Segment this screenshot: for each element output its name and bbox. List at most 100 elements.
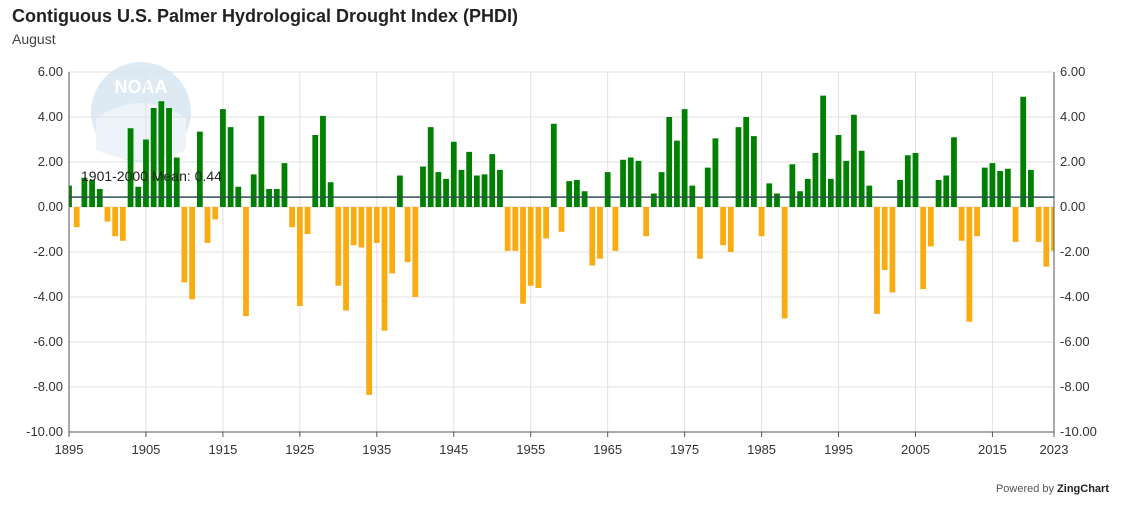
bar [450,141,457,207]
noaa-logo-watermark: NOAA [91,62,191,162]
bar [112,207,119,237]
bar [158,101,165,207]
y-tick-label-left: -6.00 [33,334,63,349]
bar [404,207,411,263]
bar [381,207,388,331]
bar [958,207,965,241]
bar [827,178,834,207]
y-tick-label-left: -4.00 [33,289,63,304]
bar [604,172,611,207]
y-tick-label-left: -10.00 [26,424,63,439]
chart-credit[interactable]: Powered by ZingChart [996,483,1109,495]
bar [150,108,157,207]
y-tick-label-right: -6.00 [1060,334,1090,349]
bar [874,207,880,314]
bar [258,115,265,207]
bar [789,164,796,207]
x-tick-label: 2005 [901,442,930,457]
noaa-logo-text: NOAA [115,77,168,97]
bar [320,115,326,207]
bar [889,207,896,293]
bar [366,207,373,395]
bar [196,131,203,207]
bar [281,163,288,207]
bar [81,177,88,207]
bar [250,174,257,207]
bar [343,207,349,311]
bar [473,175,480,207]
bar [627,157,634,207]
x-tick-label: 1975 [670,442,699,457]
x-tick-label: 2023 [1040,442,1069,457]
bar [458,169,465,207]
bar [189,207,196,300]
zingchart-brand-link[interactable]: ZingChart [1057,483,1109,495]
bar [504,207,511,251]
bar [743,117,750,207]
axes: -10.00 -10.00 -8.00 -8.00 -6.00 -6.00 -4.00 -4.… [26,64,1097,457]
bar [897,180,903,207]
y-tick-label-left: 6.00 [38,64,63,79]
x-tick-label: 1925 [285,442,314,457]
bar [358,207,365,248]
bar [712,138,719,207]
bar [1020,96,1027,207]
bar [89,180,95,207]
bar [435,172,442,207]
bar [181,207,188,283]
bar [735,127,742,207]
bar [543,207,549,239]
bar [866,185,873,207]
bar [758,207,765,237]
bar [720,207,726,246]
x-tick-label: 1985 [747,442,776,457]
bar [520,207,526,304]
bar [296,207,303,306]
bar [851,114,857,207]
bar [951,137,957,207]
bar [804,178,811,207]
x-tick-label: 1945 [439,442,468,457]
y-tick-label-right: 0.00 [1060,199,1085,214]
x-tick-label: 1995 [824,442,853,457]
grid-lines [68,71,1055,433]
y-tick-label-left: 0.00 [38,199,63,214]
y-tick-label-right: -8.00 [1060,379,1090,394]
bar [412,207,419,297]
bar [550,123,557,207]
bar [397,175,403,207]
bar [389,207,396,274]
chart-subtitle: August [12,31,56,47]
bar [689,185,696,207]
bar [681,109,688,207]
y-tick-label-right: -10.00 [1060,424,1097,439]
bar [966,207,973,322]
bar [420,166,426,207]
bar [981,167,988,207]
bar [974,207,980,237]
x-tick-label: 1905 [131,442,160,457]
bar [373,207,380,243]
mean-line-label: 1901-2000 Mean: 0.44 [81,168,222,184]
bar [273,189,280,207]
bar [904,155,911,207]
bar [881,207,888,270]
bar [597,207,603,259]
bar [466,151,473,207]
bar [989,163,996,207]
bar [943,175,950,207]
bar [204,207,211,243]
bar [658,172,665,207]
bar [327,182,334,207]
bar [1028,169,1034,207]
bar [589,207,596,266]
bar [119,207,126,241]
bar [427,127,434,207]
bar [920,207,927,290]
bar-series [69,95,1054,395]
bar [574,180,580,207]
bar [912,153,919,207]
x-tick-label: 2015 [978,442,1007,457]
bar [73,207,80,228]
bar [512,207,519,251]
